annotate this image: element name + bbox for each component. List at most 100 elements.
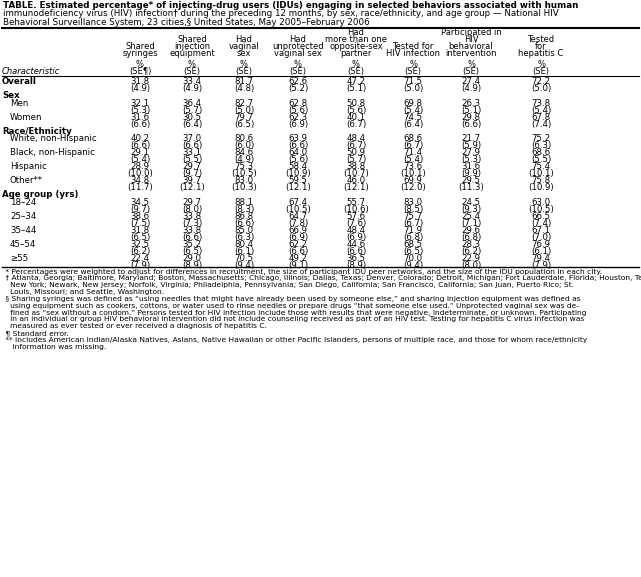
Text: 86.8: 86.8 (235, 212, 254, 220)
Text: (5.0): (5.0) (403, 84, 423, 93)
Text: (SE): (SE) (183, 68, 201, 77)
Text: (6.5): (6.5) (234, 119, 254, 129)
Text: (6.9): (6.9) (288, 119, 308, 129)
Text: (SE): (SE) (235, 68, 253, 77)
Text: 47.2: 47.2 (346, 77, 365, 86)
Text: (6.2): (6.2) (461, 247, 481, 256)
Text: (12.1): (12.1) (285, 183, 311, 192)
Text: Age group (yrs): Age group (yrs) (2, 190, 78, 199)
Text: 34.5: 34.5 (130, 198, 149, 207)
Text: * Percentages were weighted to adjust for differences in recruitment, the size o: * Percentages were weighted to adjust fo… (3, 269, 602, 275)
Text: (4.9): (4.9) (461, 84, 481, 93)
Text: (7.9): (7.9) (531, 261, 551, 269)
Text: opposite-sex: opposite-sex (329, 42, 383, 51)
Text: 29.6: 29.6 (462, 226, 481, 235)
Text: 68.5: 68.5 (403, 239, 422, 249)
Text: 29.1: 29.1 (131, 148, 149, 157)
Text: ≥55: ≥55 (10, 254, 28, 263)
Text: 25.4: 25.4 (462, 212, 481, 220)
Text: (6.7): (6.7) (346, 141, 366, 150)
Text: (5.6): (5.6) (346, 106, 366, 115)
Text: %: % (240, 61, 248, 69)
Text: (5.9): (5.9) (461, 141, 481, 150)
Text: (6.0): (6.0) (234, 141, 254, 150)
Text: (10.9): (10.9) (285, 169, 311, 178)
Text: (4.9): (4.9) (234, 155, 254, 164)
Text: 38.6: 38.6 (130, 212, 149, 220)
Text: Shared: Shared (177, 35, 207, 44)
Text: TABLE. Estimated percentage* of injecting-drug users (IDUs) engaging in selected: TABLE. Estimated percentage* of injectin… (3, 1, 578, 10)
Text: 35.2: 35.2 (183, 239, 201, 249)
Text: 68.6: 68.6 (403, 134, 422, 143)
Text: (12.0): (12.0) (400, 183, 426, 192)
Text: 64.0: 64.0 (288, 148, 308, 157)
Text: vaginal: vaginal (229, 42, 260, 51)
Text: 75.3: 75.3 (235, 162, 254, 171)
Text: 69.9: 69.9 (404, 176, 422, 185)
Text: in an individual or group HIV behavioral intervention did not include counseling: in an individual or group HIV behavioral… (3, 316, 584, 323)
Text: (9.3): (9.3) (461, 205, 481, 213)
Text: (5.0): (5.0) (531, 84, 551, 93)
Text: Tested for: Tested for (392, 42, 434, 51)
Text: vaginal sex: vaginal sex (274, 49, 322, 58)
Text: (10.1): (10.1) (528, 169, 554, 178)
Text: 63.0: 63.0 (531, 198, 551, 207)
Text: Had: Had (290, 35, 306, 44)
Text: 80.4: 80.4 (235, 239, 254, 249)
Text: %: % (409, 61, 417, 69)
Text: sex: sex (237, 49, 251, 58)
Text: partner: partner (340, 49, 372, 58)
Text: (12.1): (12.1) (343, 183, 369, 192)
Text: 33.8: 33.8 (183, 226, 201, 235)
Text: (9.7): (9.7) (182, 169, 202, 178)
Text: (5.1): (5.1) (346, 84, 366, 93)
Text: 71.5: 71.5 (403, 77, 422, 86)
Text: 29.7: 29.7 (183, 162, 201, 171)
Text: 27.4: 27.4 (462, 77, 481, 86)
Text: (6.2): (6.2) (130, 247, 150, 256)
Text: 62.6: 62.6 (288, 77, 308, 86)
Text: 59.5: 59.5 (288, 176, 308, 185)
Text: injection: injection (174, 42, 210, 51)
Text: 75.4: 75.4 (531, 162, 551, 171)
Text: 33.8: 33.8 (183, 212, 201, 220)
Text: (5.3): (5.3) (130, 106, 150, 115)
Text: (7.0): (7.0) (531, 233, 551, 242)
Text: Women: Women (10, 113, 42, 122)
Text: 80.6: 80.6 (235, 134, 254, 143)
Text: (10.6): (10.6) (343, 205, 369, 213)
Text: 37.0: 37.0 (183, 134, 201, 143)
Text: (7.4): (7.4) (531, 219, 551, 228)
Text: 31.8: 31.8 (130, 77, 149, 86)
Text: HIV infection: HIV infection (386, 49, 440, 58)
Text: (6.4): (6.4) (403, 119, 423, 129)
Text: (6.6): (6.6) (288, 141, 308, 150)
Text: (7.4): (7.4) (531, 119, 551, 129)
Text: Tested: Tested (528, 35, 554, 44)
Text: (5.7): (5.7) (346, 155, 366, 164)
Text: (6.3): (6.3) (531, 141, 551, 150)
Text: (7.3): (7.3) (182, 219, 202, 228)
Text: (6.6): (6.6) (234, 219, 254, 228)
Text: (5.4): (5.4) (130, 155, 150, 164)
Text: 18–24: 18–24 (10, 198, 37, 207)
Text: unprotected: unprotected (272, 42, 324, 51)
Text: (7.5): (7.5) (130, 219, 150, 228)
Text: Black, non-Hispanic: Black, non-Hispanic (10, 148, 95, 157)
Text: fined as “sex without a condom.” Persons tested for HIV infection include those : fined as “sex without a condom.” Persons… (3, 309, 587, 316)
Text: † Atlanta, Georgia; Baltimore, Maryland; Boston, Massachusetts; Chicago, Illinoi: † Atlanta, Georgia; Baltimore, Maryland;… (3, 275, 641, 282)
Text: (6.7): (6.7) (403, 219, 423, 228)
Text: 75.8: 75.8 (531, 176, 551, 185)
Text: 31.6: 31.6 (130, 113, 149, 122)
Text: (10.5): (10.5) (231, 169, 257, 178)
Text: (8.3): (8.3) (234, 205, 254, 213)
Text: (4.9): (4.9) (130, 84, 150, 93)
Text: Hispanic: Hispanic (10, 162, 47, 171)
Text: more than one: more than one (325, 35, 387, 44)
Text: ¶ Standard error.: ¶ Standard error. (3, 330, 69, 336)
Text: (4.9): (4.9) (182, 84, 202, 93)
Text: 81.7: 81.7 (235, 77, 254, 86)
Text: (SE): (SE) (463, 68, 479, 77)
Text: 45–54: 45–54 (10, 239, 37, 249)
Text: 83.0: 83.0 (403, 198, 422, 207)
